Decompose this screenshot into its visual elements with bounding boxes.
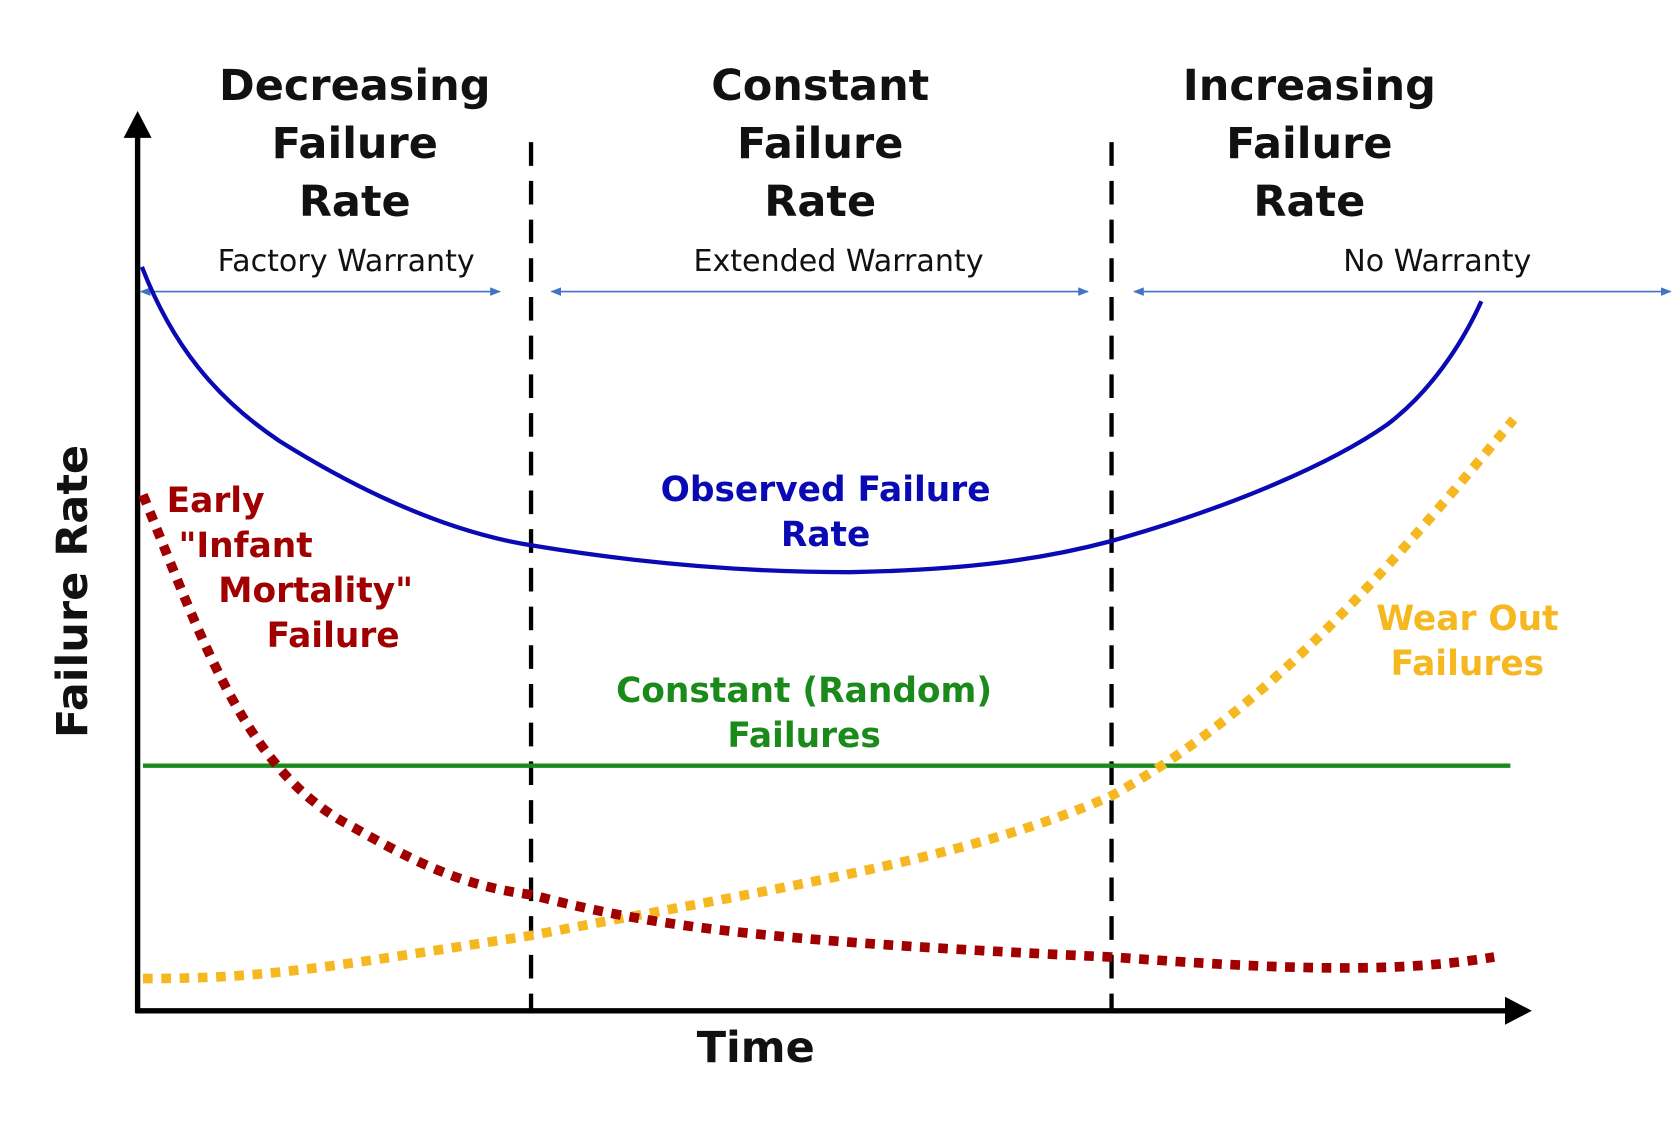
curve-label: Failure bbox=[267, 616, 400, 656]
region-title: Failure bbox=[272, 119, 438, 169]
curve-label: Mortality" bbox=[218, 571, 413, 611]
infant-mortality-curve bbox=[138, 492, 1496, 973]
warranty-label: Factory Warranty bbox=[218, 244, 475, 279]
region-title: Rate bbox=[764, 177, 876, 227]
y-axis-label: Failure Rate bbox=[48, 445, 98, 738]
warranty-label: Extended Warranty bbox=[693, 244, 983, 279]
x-axis-arrow bbox=[1505, 996, 1532, 1025]
curve-label: Observed Failure bbox=[661, 470, 991, 510]
curve-label: Wear Out bbox=[1376, 599, 1558, 639]
curve-label: Rate bbox=[781, 515, 870, 555]
wearout-curve bbox=[142, 416, 1518, 984]
curve-label: Early bbox=[167, 481, 265, 521]
region-title: Failure bbox=[1226, 119, 1392, 169]
y-axis-arrow bbox=[123, 111, 152, 138]
region-title: Decreasing bbox=[219, 61, 490, 111]
curve-label: Failures bbox=[1391, 644, 1544, 684]
region-title: Rate bbox=[299, 177, 411, 227]
region-title: Constant bbox=[711, 61, 929, 111]
region-title: Failure bbox=[737, 119, 903, 169]
region-title: Increasing bbox=[1183, 61, 1436, 111]
observed-failure-curve bbox=[139, 266, 1484, 575]
x-axis-label: Time bbox=[697, 1023, 815, 1073]
warranty-label: No Warranty bbox=[1343, 244, 1531, 279]
curve-label: "Infant bbox=[178, 526, 312, 566]
region-title: Rate bbox=[1253, 177, 1365, 227]
curve-label: Constant (Random) bbox=[616, 671, 992, 711]
curve-label: Failures bbox=[727, 716, 881, 756]
